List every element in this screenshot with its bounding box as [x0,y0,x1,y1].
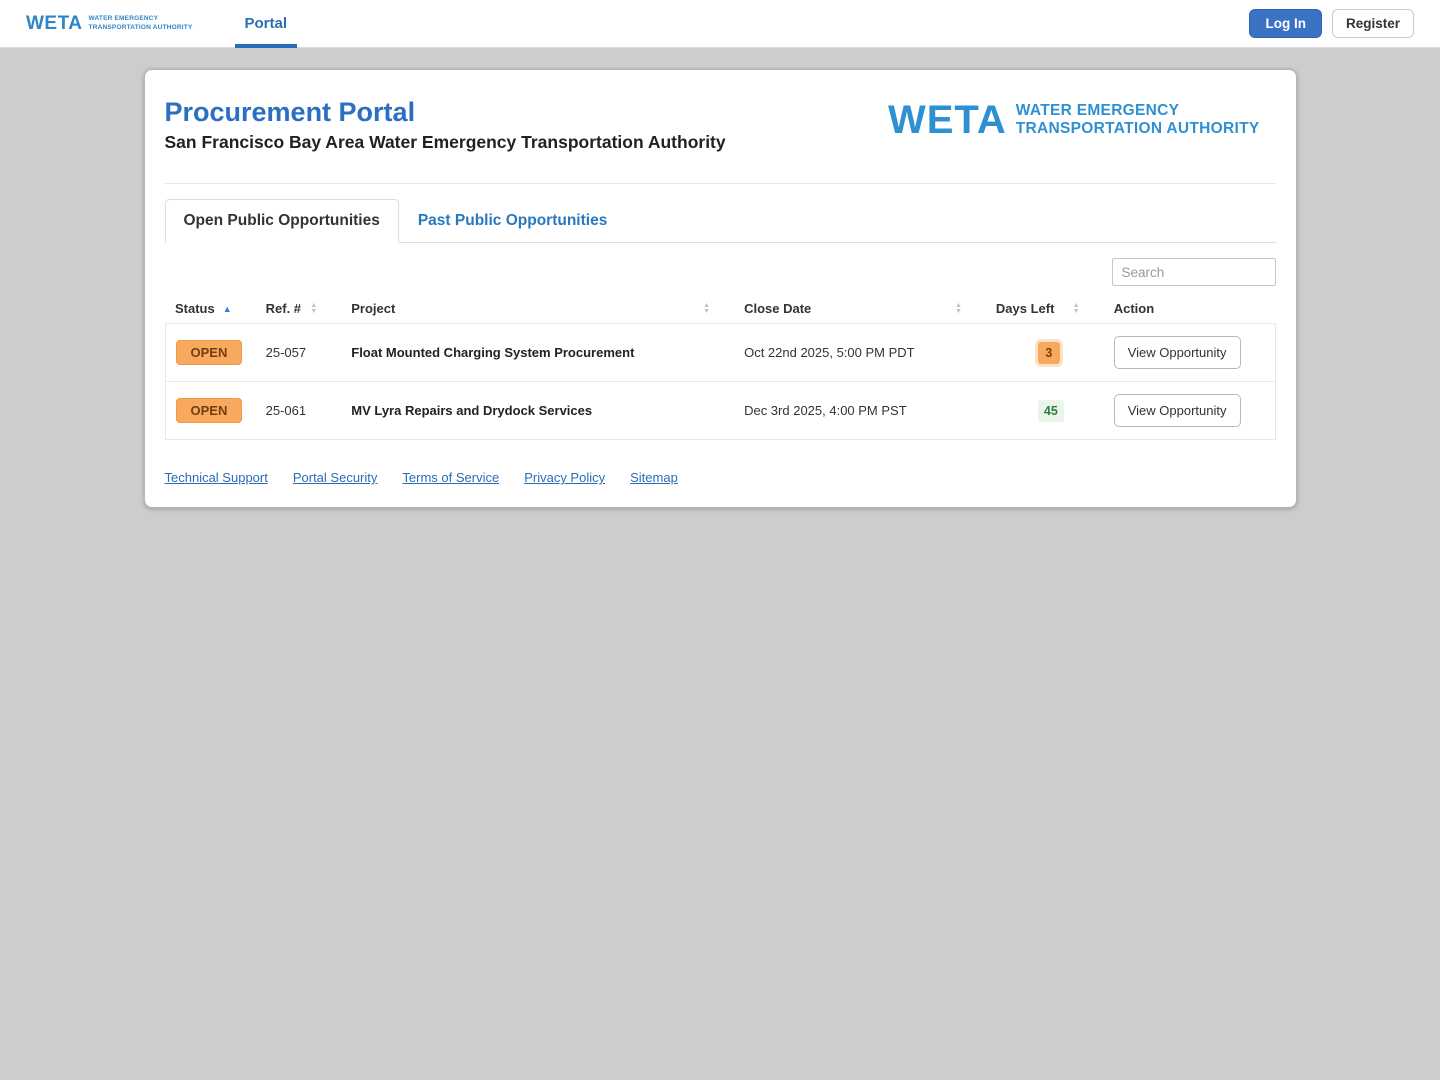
column-header-action-label: Action [1113,301,1155,316]
navbar-actions: Log In Register [1249,9,1414,38]
weta-header-logo-line1: WATER EMERGENCY [1015,102,1180,120]
days-left-badge: 45 [1037,399,1064,422]
link-portal-security[interactable]: Portal Security [292,470,378,485]
sort-icon[interactable]: ▲ ▼ [1072,301,1080,315]
column-header-status-label: Status [175,301,215,316]
column-header-close-date-label: Close Date [744,301,812,316]
status-cell: OPEN [165,381,256,440]
card-header-titles: Procurement Portal San Francisco Bay Are… [165,90,726,153]
navbar-menu: Portal [234,0,298,48]
view-opportunity-button[interactable]: View Opportunity [1113,394,1241,427]
opportunities-table: Status ▲ Ref. # ▲ ▼ Project ▲ ▼ [165,294,1276,440]
active-tab-indicator [234,43,298,48]
column-header-ref-label: Ref. # [265,301,302,316]
days-left-cell: 45 [985,381,1104,440]
weta-header-logo-text: WATER EMERGENCY TRANSPORTATION AUTHORITY [1016,102,1260,138]
weta-logo-tagline-line1: WATER EMERGENCY [88,15,159,23]
link-sitemap[interactable]: Sitemap [630,470,678,485]
close-date-cell: Dec 3rd 2025, 4:00 PM PST [734,381,986,440]
weta-logo-acronym: WETA [26,12,83,34]
column-header-project[interactable]: Project ▲ ▼ [341,294,734,324]
project-cell: Float Mounted Charging System Procuremen… [341,323,735,382]
procurement-portal-card: Procurement Portal San Francisco Bay Are… [143,69,1297,508]
page-subtitle: San Francisco Bay Area Water Emergency T… [164,132,726,152]
days-left-badge: 3 [1037,341,1060,364]
weta-header-logo: WETA WATER EMERGENCY TRANSPORTATION AUTH… [888,90,1276,140]
status-badge: OPEN [175,340,243,365]
header-divider [164,183,1276,184]
table-header: Status ▲ Ref. # ▲ ▼ Project ▲ ▼ [165,294,1275,324]
navbar-brand-logo[interactable]: WETA WATER EMERGENCY TRANSPORTATION AUTH… [26,13,193,35]
nav-item-portal[interactable]: Portal [234,0,298,48]
sort-icon[interactable]: ▲ ▼ [954,301,962,315]
nav-item-portal-label: Portal [244,15,288,32]
action-cell: View Opportunity [1103,323,1275,382]
ref-cell: 25-057 [255,323,342,382]
link-technical-support[interactable]: Technical Support [164,470,268,485]
page-title: Procurement Portal [164,97,416,127]
opportunities-tabs: Open Public Opportunities Past Public Op… [164,199,1276,243]
column-header-close-date[interactable]: Close Date ▲ ▼ [734,294,986,324]
table-row: OPEN 25-061 MV Lyra Repairs and Drydock … [165,381,1275,440]
register-button[interactable]: Register [1331,9,1414,38]
action-cell: View Opportunity [1103,381,1275,440]
sort-icon[interactable]: ▲ ▼ [310,301,318,315]
ref-cell: 25-061 [255,381,342,440]
sort-icon[interactable]: ▲ ▼ [703,301,711,315]
weta-logo-tagline-line2: TRANSPORTATION AUTHORITY [88,23,193,31]
view-opportunity-button[interactable]: View Opportunity [1113,336,1241,369]
weta-logo-tagline: WATER EMERGENCY TRANSPORTATION AUTHORITY [89,15,193,31]
status-badge: OPEN [175,398,243,423]
column-header-status[interactable]: Status ▲ [165,294,256,324]
table-row: OPEN 25-057 Float Mounted Charging Syste… [165,323,1275,382]
link-privacy-policy[interactable]: Privacy Policy [524,470,606,485]
footer-links: Technical Support Portal Security Terms … [165,470,1276,485]
column-header-ref[interactable]: Ref. # ▲ ▼ [256,294,342,324]
column-header-days-left[interactable]: Days Left ▲ ▼ [986,294,1104,324]
days-left-cell: 3 [985,323,1104,382]
status-cell: OPEN [165,323,256,382]
login-button[interactable]: Log In [1249,9,1322,38]
column-header-project-label: Project [351,301,396,316]
column-header-action: Action [1104,294,1275,324]
close-date-cell: Oct 22nd 2025, 5:00 PM PDT [734,323,986,382]
search-row [165,258,1276,286]
table-body: OPEN 25-057 Float Mounted Charging Syste… [165,323,1275,440]
top-navbar: WETA WATER EMERGENCY TRANSPORTATION AUTH… [0,0,1440,48]
sort-ascending-icon[interactable]: ▲ [222,303,232,314]
project-cell: MV Lyra Repairs and Drydock Services [341,381,735,440]
weta-header-logo-acronym: WETA [887,98,1007,142]
weta-header-logo-line2: TRANSPORTATION AUTHORITY [1015,120,1260,137]
tab-open-public-opportunities[interactable]: Open Public Opportunities [164,199,399,243]
search-input[interactable] [1111,258,1276,286]
link-terms-of-service[interactable]: Terms of Service [402,470,500,485]
tab-past-public-opportunities[interactable]: Past Public Opportunities [417,212,608,229]
column-header-days-left-label: Days Left [995,301,1055,316]
card-header: Procurement Portal San Francisco Bay Are… [165,90,1276,153]
